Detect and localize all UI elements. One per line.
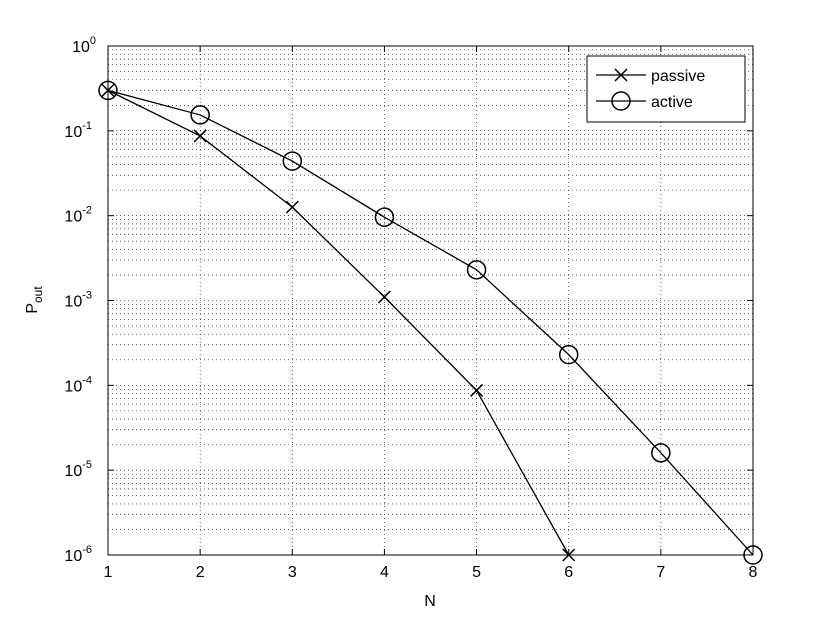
marker-x	[101, 83, 115, 97]
y-tick-base: 10	[64, 548, 82, 565]
y-tick-exponent: -2	[82, 205, 92, 217]
y-tick-base: 10	[64, 463, 82, 480]
y-tick-exponent: -4	[82, 374, 92, 386]
y-tick-base: 10	[64, 294, 82, 311]
series-line	[107, 89, 570, 556]
plot-frame	[107, 45, 754, 556]
y-tick-exponent: -5	[82, 459, 92, 471]
y-tick-label: 10-1	[64, 120, 92, 141]
marker-circle	[374, 207, 395, 227]
marker-x	[470, 383, 484, 397]
legend-label: passive	[651, 68, 705, 85]
y-tick-base: 10	[64, 209, 82, 226]
x-tick-label: 1	[104, 564, 113, 581]
x-tick-label: 7	[656, 564, 665, 581]
x-tick-label: 3	[288, 564, 297, 581]
x-tick-label: 8	[749, 564, 758, 581]
y-tick-label: 10-3	[64, 290, 92, 311]
y-tick-label: 100	[72, 35, 96, 56]
marker-circle	[558, 344, 579, 365]
y-tick-base: 10	[64, 124, 82, 141]
marker-circle	[282, 151, 303, 171]
marker-x	[614, 68, 628, 82]
x-tick-label: 4	[380, 564, 389, 581]
y-tick-exponent: -1	[82, 120, 92, 132]
plot-area	[98, 80, 763, 565]
y-tick-exponent: -3	[82, 290, 92, 302]
marker-circle	[651, 443, 671, 463]
y-tick-base: 10	[72, 39, 90, 56]
y-tick-base: 10	[64, 378, 82, 395]
marker-circle	[611, 91, 631, 111]
y-axis-label: Pout	[24, 286, 45, 314]
y-tick-label: 10-5	[64, 459, 92, 480]
x-tick-label: 6	[564, 564, 573, 581]
marker-circle	[466, 260, 487, 280]
grid	[108, 46, 753, 555]
marker-x	[562, 548, 576, 562]
x-tick-label: 2	[196, 564, 205, 581]
y-tick-label: 10-6	[64, 544, 92, 565]
y-tick-label: 10-2	[64, 205, 92, 226]
series-line	[107, 89, 754, 556]
y-axis-label-sub: out	[31, 286, 45, 303]
y-axis-label-main: P	[24, 303, 41, 314]
marker-circle	[743, 545, 763, 565]
y-tick-exponent: 0	[90, 35, 96, 47]
x-tick-label: 5	[472, 564, 481, 581]
marker-circle	[190, 105, 210, 125]
legend-label: active	[651, 94, 693, 111]
y-tick-label: 10-4	[64, 374, 92, 395]
marker-x	[285, 200, 299, 214]
marker-x	[377, 290, 391, 304]
marker-x	[193, 129, 207, 143]
y-tick-exponent: -6	[82, 544, 92, 556]
marker-circle	[98, 80, 118, 101]
legend: passive active	[586, 55, 746, 123]
x-axis-label: N	[424, 593, 436, 610]
legend-box	[586, 55, 746, 123]
